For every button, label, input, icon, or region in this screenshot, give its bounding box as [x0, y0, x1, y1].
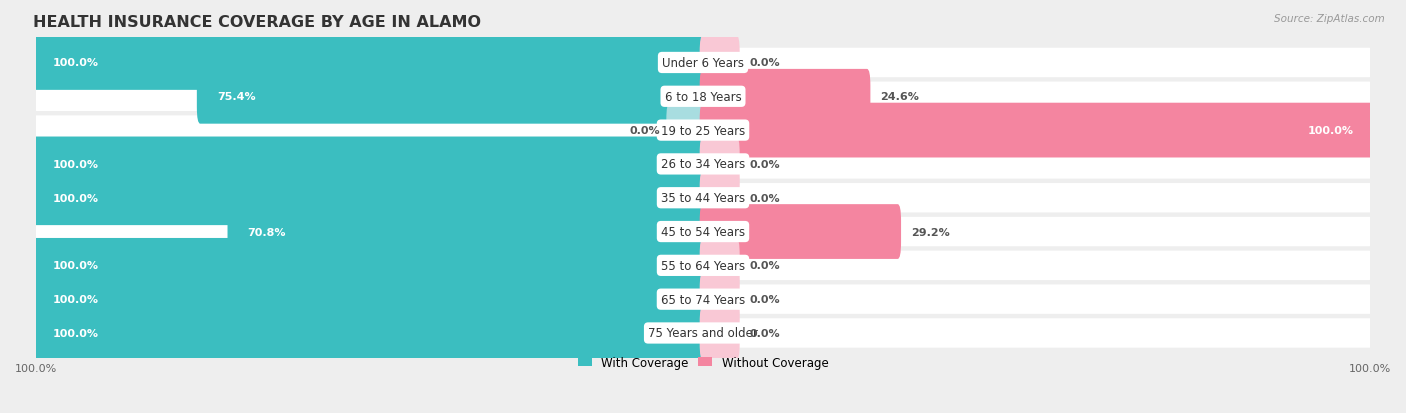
FancyBboxPatch shape — [700, 238, 740, 293]
Text: 100.0%: 100.0% — [53, 58, 98, 68]
FancyBboxPatch shape — [32, 137, 706, 192]
FancyBboxPatch shape — [700, 70, 870, 124]
FancyBboxPatch shape — [37, 285, 1369, 314]
FancyBboxPatch shape — [37, 217, 1369, 247]
Text: 100.0%: 100.0% — [53, 193, 98, 203]
Text: 0.0%: 0.0% — [749, 294, 780, 304]
Legend: With Coverage, Without Coverage: With Coverage, Without Coverage — [572, 351, 834, 373]
FancyBboxPatch shape — [37, 82, 1369, 112]
FancyBboxPatch shape — [700, 104, 1374, 158]
Text: 100.0%: 100.0% — [1308, 126, 1353, 136]
Text: 19 to 25 Years: 19 to 25 Years — [661, 124, 745, 137]
FancyBboxPatch shape — [700, 137, 740, 192]
FancyBboxPatch shape — [32, 36, 706, 90]
FancyBboxPatch shape — [197, 70, 706, 124]
Text: 75.4%: 75.4% — [217, 92, 256, 102]
Text: 0.0%: 0.0% — [628, 126, 659, 136]
Text: 55 to 64 Years: 55 to 64 Years — [661, 259, 745, 272]
FancyBboxPatch shape — [32, 272, 706, 327]
Text: 0.0%: 0.0% — [749, 261, 780, 271]
Text: 65 to 74 Years: 65 to 74 Years — [661, 293, 745, 306]
Text: 0.0%: 0.0% — [749, 328, 780, 338]
Text: 100.0%: 100.0% — [53, 159, 98, 169]
FancyBboxPatch shape — [32, 238, 706, 293]
FancyBboxPatch shape — [700, 272, 740, 327]
Text: 70.8%: 70.8% — [247, 227, 285, 237]
FancyBboxPatch shape — [32, 171, 706, 225]
Text: 75 Years and older: 75 Years and older — [648, 327, 758, 339]
Text: 0.0%: 0.0% — [749, 58, 780, 68]
Text: 6 to 18 Years: 6 to 18 Years — [665, 90, 741, 104]
Text: 35 to 44 Years: 35 to 44 Years — [661, 192, 745, 205]
Text: 100.0%: 100.0% — [53, 294, 98, 304]
Text: 26 to 34 Years: 26 to 34 Years — [661, 158, 745, 171]
FancyBboxPatch shape — [37, 49, 1369, 78]
Text: 29.2%: 29.2% — [911, 227, 950, 237]
FancyBboxPatch shape — [666, 104, 706, 158]
FancyBboxPatch shape — [700, 205, 901, 259]
FancyBboxPatch shape — [32, 306, 706, 361]
Text: 100.0%: 100.0% — [53, 261, 98, 271]
FancyBboxPatch shape — [37, 318, 1369, 348]
Text: Under 6 Years: Under 6 Years — [662, 57, 744, 70]
FancyBboxPatch shape — [700, 36, 740, 90]
Text: 0.0%: 0.0% — [749, 159, 780, 169]
FancyBboxPatch shape — [37, 150, 1369, 179]
FancyBboxPatch shape — [37, 251, 1369, 280]
FancyBboxPatch shape — [228, 205, 706, 259]
Text: 100.0%: 100.0% — [53, 328, 98, 338]
Text: 0.0%: 0.0% — [749, 193, 780, 203]
FancyBboxPatch shape — [700, 306, 740, 361]
Text: 45 to 54 Years: 45 to 54 Years — [661, 225, 745, 238]
FancyBboxPatch shape — [37, 116, 1369, 145]
FancyBboxPatch shape — [700, 171, 740, 225]
Text: 24.6%: 24.6% — [880, 92, 920, 102]
FancyBboxPatch shape — [37, 183, 1369, 213]
Text: HEALTH INSURANCE COVERAGE BY AGE IN ALAMO: HEALTH INSURANCE COVERAGE BY AGE IN ALAM… — [34, 15, 481, 30]
Text: Source: ZipAtlas.com: Source: ZipAtlas.com — [1274, 14, 1385, 24]
